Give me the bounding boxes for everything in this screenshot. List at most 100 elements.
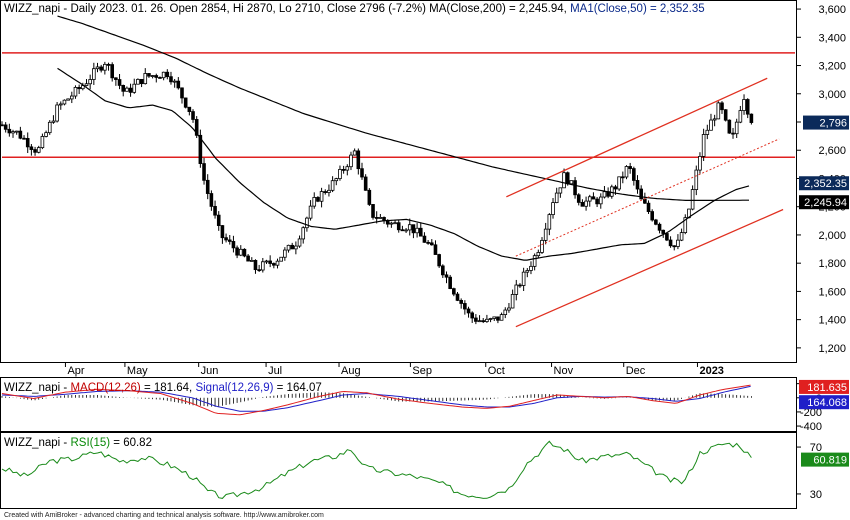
- candle-body: [540, 239, 544, 253]
- candle-body: [114, 77, 118, 80]
- candle-body: [227, 239, 232, 242]
- candle-body: [411, 224, 416, 234]
- candle-body: [734, 121, 739, 135]
- x-tick-label: Oct: [488, 365, 505, 377]
- candle-body: [672, 245, 677, 248]
- title-part: WIZZ_napi - Daily 2023. 01. 26. Open 285…: [4, 3, 429, 15]
- y-tick-label: 30: [810, 489, 822, 501]
- rsi-line: [1, 440, 752, 499]
- candle-body: [661, 229, 666, 234]
- title-part: MACD(12,26): [70, 382, 140, 394]
- candle-body: [602, 191, 607, 198]
- candle-body: [301, 227, 306, 240]
- candle-body: [723, 109, 728, 121]
- candle-body: [474, 317, 478, 322]
- candle-body: [551, 202, 555, 216]
- x-tick-label: Dec: [626, 365, 646, 377]
- y-tick-label: 3,400: [818, 32, 846, 44]
- last-price-badge: 2,796: [803, 115, 849, 130]
- candle-body: [716, 102, 721, 120]
- candle-body: [690, 189, 695, 210]
- candle-body: [389, 222, 394, 225]
- candle-body: [36, 147, 41, 153]
- candle-body: [205, 179, 210, 194]
- candle-body: [452, 288, 456, 295]
- candle-body: [492, 316, 497, 319]
- y-tick-label: 3,200: [818, 61, 846, 73]
- y-tick-label: 1,800: [818, 258, 846, 270]
- candle-body: [40, 136, 45, 149]
- candle-body: [261, 261, 265, 271]
- ma50-value-label: 2,352.35: [804, 178, 847, 190]
- y-tick-label: 70: [810, 442, 822, 454]
- candle-body: [499, 314, 504, 321]
- candle-body: [573, 180, 577, 196]
- candle-body: [84, 83, 89, 86]
- candle-body: [745, 99, 750, 115]
- candle-body: [349, 154, 353, 168]
- candle-body: [275, 260, 280, 266]
- candle-body: [231, 241, 236, 249]
- candle-body: [47, 121, 52, 134]
- candle-body: [77, 86, 81, 90]
- candle-body: [154, 75, 159, 78]
- x-tick-label: 2023: [699, 365, 723, 377]
- candle-body: [66, 98, 70, 101]
- candle-body: [143, 73, 148, 85]
- candle-body: [668, 239, 673, 247]
- candle-body: [103, 63, 107, 71]
- candle-body: [180, 87, 184, 99]
- candle-body: [400, 229, 405, 232]
- candle-body: [22, 137, 26, 140]
- candle-body: [242, 248, 247, 257]
- candle-body: [738, 110, 743, 123]
- candle-body: [598, 196, 603, 205]
- candle-body: [272, 263, 276, 266]
- candle-body: [378, 217, 383, 219]
- candle-body: [613, 186, 618, 190]
- candle-body: [338, 169, 342, 180]
- candle-body: [720, 102, 724, 111]
- candle-body: [0, 124, 4, 127]
- candle-body: [198, 134, 203, 164]
- macd-panel-title: WIZZ_napi - MACD(12,26) = 181.64, Signal…: [4, 382, 322, 394]
- candle-body: [235, 247, 239, 256]
- candle-body: [507, 307, 511, 311]
- price-panel-frame: [0, 0, 797, 363]
- candle-body: [305, 217, 309, 229]
- y-tick-label: 1,200: [818, 343, 846, 355]
- candle-body: [136, 78, 140, 85]
- x-tick-label: Jul: [268, 365, 282, 377]
- candle-body: [18, 130, 23, 139]
- candle-body: [7, 128, 12, 134]
- candle-body: [176, 80, 181, 89]
- title-part: = 60.82: [110, 437, 152, 449]
- ma200-value-label: 2,245.94: [804, 197, 847, 209]
- candle-body: [352, 150, 357, 156]
- candle-body: [676, 239, 680, 247]
- candle-body: [646, 202, 651, 212]
- candle-body: [294, 245, 298, 250]
- candle-body: [525, 270, 530, 273]
- candle-body: [249, 260, 254, 262]
- candle-body: [683, 217, 688, 234]
- candle-body: [44, 132, 48, 137]
- candle-body: [88, 79, 92, 85]
- ma50-badge: 2,352.35: [799, 176, 849, 191]
- candle-body: [51, 120, 56, 123]
- macd-badge: 181.635: [799, 379, 849, 394]
- channel-middle-line: [515, 138, 780, 257]
- candle-body: [194, 119, 199, 136]
- candle-body: [481, 320, 486, 323]
- candle-body: [308, 205, 313, 219]
- candle-body: [437, 254, 441, 267]
- last-price-label: 2,796: [819, 118, 847, 130]
- candle-body: [709, 119, 713, 131]
- candle-body: [609, 186, 614, 197]
- candle-body: [459, 300, 463, 304]
- candle-body: [147, 73, 151, 77]
- candle-body: [393, 222, 397, 225]
- price-panel-title: WIZZ_napi - Daily 2023. 01. 26. Open 285…: [4, 3, 705, 15]
- candle-body: [621, 176, 625, 179]
- candle-body: [485, 318, 489, 323]
